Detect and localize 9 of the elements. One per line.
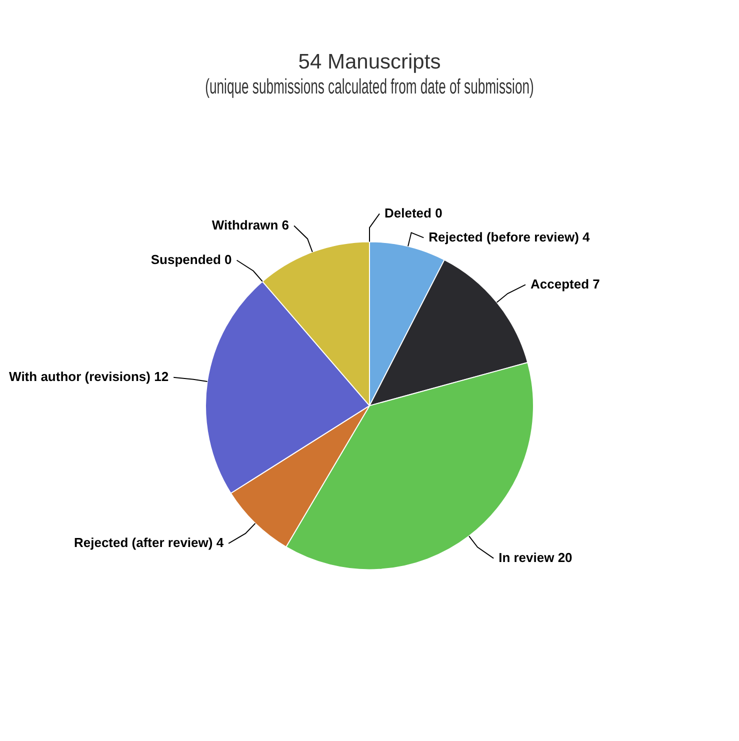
slice-label: Rejected (after review) 4	[74, 535, 224, 550]
category-label: Deleted 0	[384, 205, 442, 220]
slice-label: In review 20	[498, 550, 572, 565]
slice-label: Withdrawn 6	[212, 217, 290, 232]
slice-label: Rejected (before review) 4	[428, 229, 591, 244]
chart-title: 54 Manuscripts (unique submissions calculated from date of submission)	[205, 50, 534, 98]
slice-label: With author (revisions) 12	[9, 368, 169, 384]
slice-label: Accepted 7	[530, 276, 600, 292]
category-label: Suspended 0	[150, 252, 232, 267]
